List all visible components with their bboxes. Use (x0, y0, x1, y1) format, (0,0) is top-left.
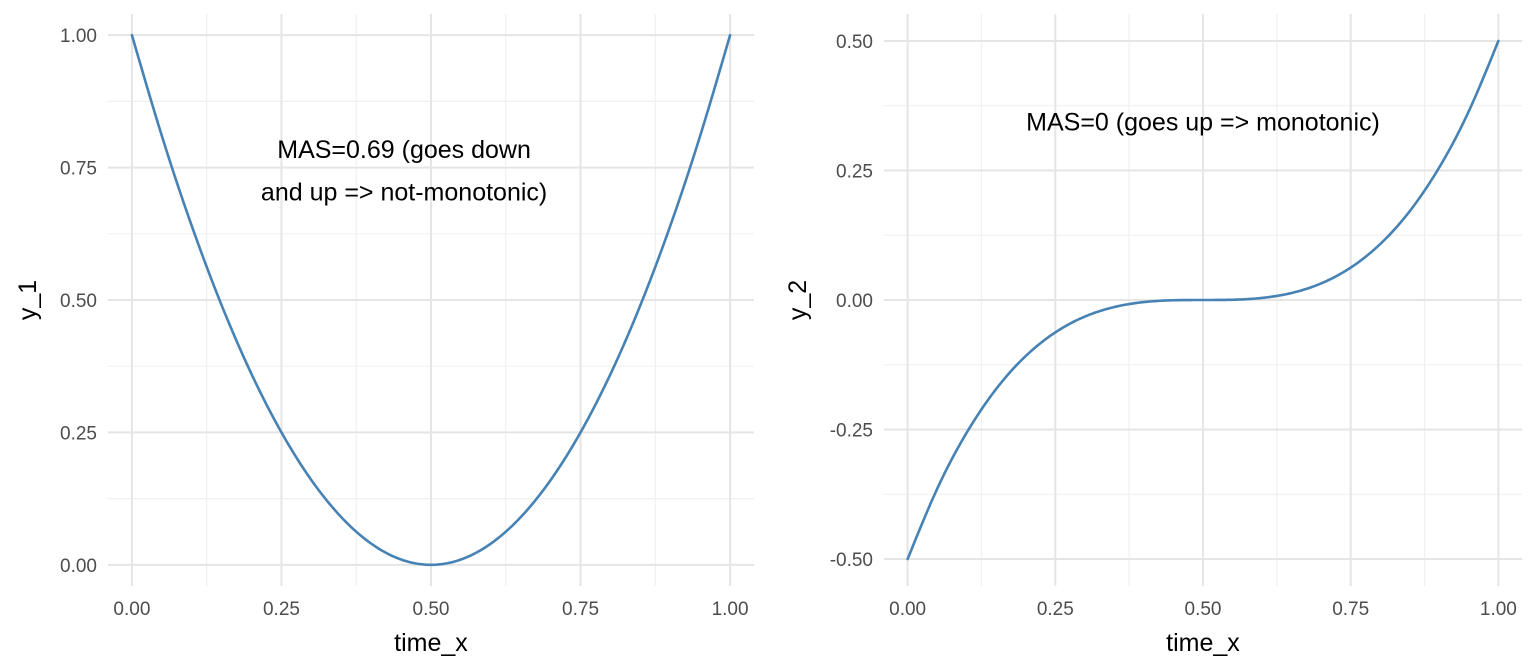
y-axis-title: y_1 (14, 280, 42, 320)
annotation-text: MAS=0 (goes up => monotonic) (1026, 108, 1380, 136)
x-tick-label: 0.75 (562, 599, 599, 620)
x-tick-label: 0.25 (263, 599, 300, 620)
y-tick-label: 0.00 (836, 291, 873, 312)
annotation-text: and up => not-monotonic) (261, 178, 547, 206)
series-line (130, 33, 732, 567)
x-tick-label: 0.00 (113, 599, 150, 620)
y-tick-label: 0.50 (60, 291, 97, 312)
y-tick-label: 0.50 (836, 32, 873, 53)
y-tick-label: -0.25 (830, 421, 873, 442)
panel-right-y2: 0.00 0.25 0.50 0.75 1.00 -0.50 -0.25 0.00 0.25 0.… (784, 14, 1522, 657)
series-line (906, 39, 1500, 561)
y-tick-label: 1.00 (60, 26, 97, 47)
y-tick-label: -0.50 (830, 550, 873, 571)
x-tick-label: 1.00 (712, 599, 749, 620)
x-axis-title: time_x (1166, 629, 1240, 657)
panel-left-y1: 0.00 0.25 0.50 0.75 1.00 0.00 0.25 0.50 0.75 1.00… (14, 14, 754, 657)
x-tick-label: 1.00 (1480, 599, 1517, 620)
annotation-text: MAS=0.69 (goes down (277, 136, 531, 164)
y-axis-title: y_2 (784, 280, 812, 320)
x-tick-label: 0.00 (889, 599, 926, 620)
x-tick-label: 0.50 (413, 599, 450, 620)
x-tick-label: 0.50 (1185, 599, 1222, 620)
y-tick-label: 0.00 (60, 556, 97, 577)
y-tick-label: 0.25 (836, 161, 873, 182)
y-tick-label: 0.25 (60, 423, 97, 444)
y-tick-label: 0.75 (60, 159, 97, 180)
x-axis-title: time_x (394, 629, 468, 657)
x-tick-label: 0.25 (1037, 599, 1074, 620)
x-tick-label: 0.75 (1332, 599, 1369, 620)
